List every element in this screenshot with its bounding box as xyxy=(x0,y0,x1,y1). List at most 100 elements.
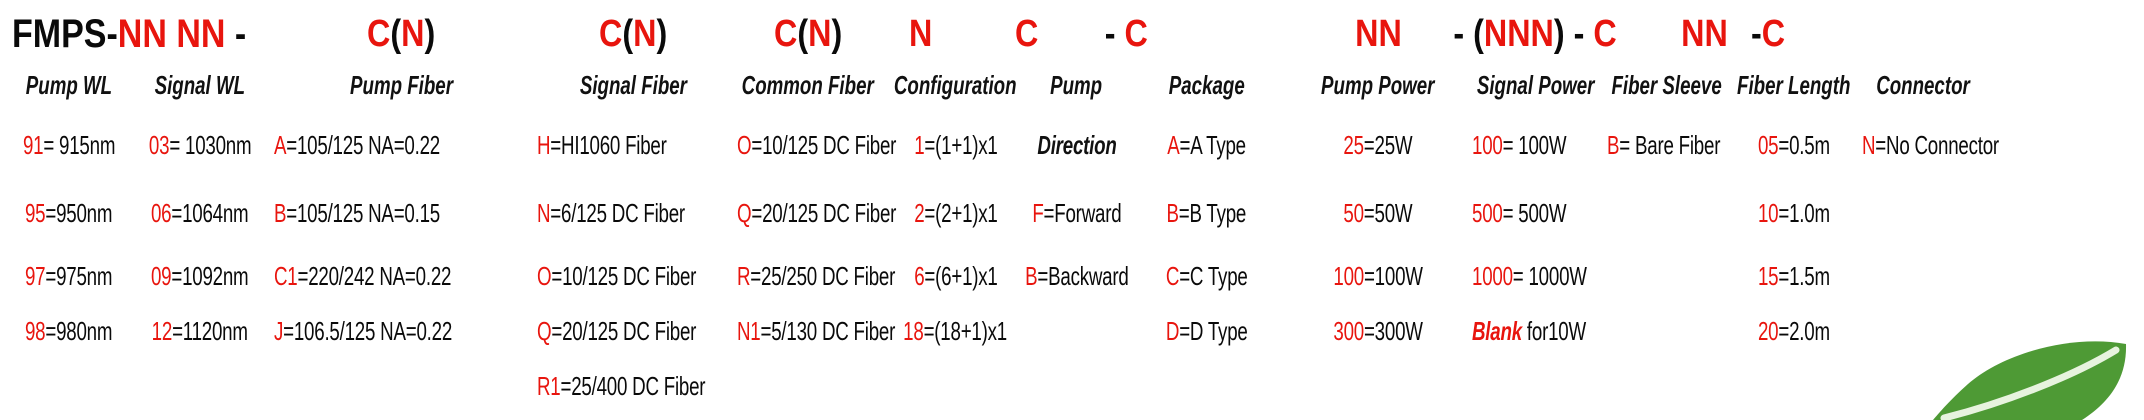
code-entry-text: 03= 1030nm xyxy=(149,129,252,161)
entry-description: =10/125 DC Fiber xyxy=(751,129,897,160)
code-entry: 95=950nm xyxy=(8,178,130,248)
entry-code: 20 xyxy=(1758,316,1779,346)
code-separator: ) xyxy=(656,12,668,55)
entry-description: =980nm xyxy=(45,316,113,346)
entry-description: =1.0m xyxy=(1778,197,1830,228)
entry-description: =25W xyxy=(1363,129,1413,160)
column-title-text: Pump Power xyxy=(1321,69,1435,100)
code-letter: C xyxy=(1014,12,1039,55)
entry-code: 300 xyxy=(1333,316,1364,346)
code-entry-text: H=HI1060 Fiber xyxy=(537,130,667,161)
entry-description: =5/130 DC Fiber xyxy=(760,316,896,346)
entry-code: C xyxy=(1165,260,1180,291)
entry-code: 2 xyxy=(913,197,924,228)
code-separator: ) xyxy=(831,12,843,55)
part-code-fiber-length: NN xyxy=(1681,10,1858,58)
code-entry: B=Backward xyxy=(1025,248,1129,304)
code-entry-text: F=Forward xyxy=(1032,198,1121,229)
entry-description: = 1030nm xyxy=(169,129,252,160)
entry-code: A xyxy=(274,129,287,160)
code-entry-text: B=Backward xyxy=(1025,260,1129,292)
code-letter: NN xyxy=(1354,12,1402,55)
entry-code: 05 xyxy=(1758,129,1779,160)
entry-description: =(1+1)x1 xyxy=(924,129,998,160)
part-code-signal-power: - (NNN) - C xyxy=(1454,10,1617,58)
code-letter: N xyxy=(908,12,933,55)
code-entry-text: Q=20/125 DC Fiber xyxy=(537,316,696,347)
entry-code: R1 xyxy=(537,371,561,401)
code-entry-text: A=A Type xyxy=(1167,130,1246,161)
entry-description: =No Connector xyxy=(1875,129,1999,160)
code-entry-text: R1=25/400 DC Fiber xyxy=(537,371,706,402)
code-letter: NN NN xyxy=(117,11,226,56)
column-title-pump-power: Pump Power xyxy=(1288,58,1468,112)
code-entry: Blank for10W xyxy=(1468,304,1603,359)
column-title-text: Pump xyxy=(1050,69,1103,100)
entry-description: =220/242 NA=0.22 xyxy=(297,260,452,291)
entry-code: 10 xyxy=(1758,197,1779,228)
code-entry-text: 300=300W xyxy=(1333,316,1423,347)
code-entry: 2=(2+1)x1 xyxy=(883,178,1028,248)
entry-description: =Forward xyxy=(1043,197,1122,228)
entry-code: 50 xyxy=(1343,197,1365,228)
code-entry-text: 25=25W xyxy=(1344,130,1413,161)
code-letter: C xyxy=(1124,12,1149,55)
entry-code: O xyxy=(537,260,552,291)
code-entry: N=No Connector xyxy=(1858,112,1999,178)
column-title-pump-fiber: Pump Fiber xyxy=(270,58,533,112)
entry-code: D xyxy=(1165,316,1180,346)
code-separator: ) - xyxy=(1554,12,1594,55)
entry-code: 12 xyxy=(151,316,173,346)
code-entry-text: N=No Connector xyxy=(1862,130,1999,161)
column-title-package: Package xyxy=(1125,58,1288,112)
code-entry: 500= 500W xyxy=(1468,178,1603,248)
part-number-prefix-text: FMPS-NN NN - xyxy=(12,12,246,57)
column-title-fiber-sleeve: Fiber Sleeve xyxy=(1603,58,1730,112)
entry-code: N xyxy=(537,197,551,228)
part-number-prefix: FMPS-NN NN - xyxy=(8,10,270,58)
entry-code: N xyxy=(1862,129,1876,160)
code-separator: - xyxy=(1104,12,1125,55)
code-entry: 18=(18+1)x1 xyxy=(883,304,1028,359)
code-entry-text: 1000= 1000W xyxy=(1472,261,1587,292)
code-entry: R1=25/400 DC Fiber xyxy=(533,359,733,414)
code-letter: NN xyxy=(1680,12,1728,55)
entry-description: =Backward xyxy=(1037,260,1129,291)
column-title-text: Signal WL xyxy=(154,69,246,100)
code-entry-text: Direction xyxy=(1037,130,1116,161)
code-entry: O=10/125 DC Fiber xyxy=(733,112,896,178)
entry-code: J xyxy=(274,316,284,346)
code-entry-text: 12=1120nm xyxy=(152,316,248,347)
code-entry-text: 18=(18+1)x1 xyxy=(904,316,1008,347)
code-entry-text: 05=0.5m xyxy=(1758,130,1830,161)
part-code-signal-fiber: C(N) xyxy=(533,10,733,58)
code-entry-text: R=25/250 DC Fiber xyxy=(737,261,895,292)
code-entry: 12=1120nm xyxy=(130,304,270,359)
code-entry: 1=(1+1)x1 xyxy=(883,112,1028,178)
code-separator: ) xyxy=(424,12,436,55)
code-entry-text: Q=20/125 DC Fiber xyxy=(737,198,896,229)
code-entry: 09=1092nm xyxy=(130,248,270,304)
code-entry-text: 1=(1+1)x1 xyxy=(914,129,998,161)
entry-code: 95 xyxy=(25,197,46,228)
column-title-text: Pump Fiber xyxy=(350,69,453,100)
code-entry: 06=1064nm xyxy=(130,178,270,248)
entry-description: =D Type xyxy=(1178,316,1248,346)
code-entry: A=A Type xyxy=(1125,112,1288,178)
part-code-text: N xyxy=(909,13,932,56)
entry-code: 09 xyxy=(151,260,172,291)
column-title-pump-wl: Pump WL xyxy=(8,58,130,112)
entry-description: = 500W xyxy=(1502,197,1567,228)
entry-code: 98 xyxy=(25,316,46,346)
code-entry-text: 09=1092nm xyxy=(151,260,249,292)
entry-description: =25/400 DC Fiber xyxy=(560,371,706,401)
code-letter: C xyxy=(1593,12,1618,55)
column-title-configuration: Configuration xyxy=(883,58,1028,112)
code-entry-text: 98=980nm xyxy=(25,316,112,347)
code-entry-text: 20=2.0m xyxy=(1758,316,1830,347)
entry-code: 100 xyxy=(1333,260,1364,291)
code-letter: C xyxy=(367,12,391,55)
entry-description: =B Type xyxy=(1178,197,1247,228)
entry-code: B xyxy=(1607,129,1620,160)
